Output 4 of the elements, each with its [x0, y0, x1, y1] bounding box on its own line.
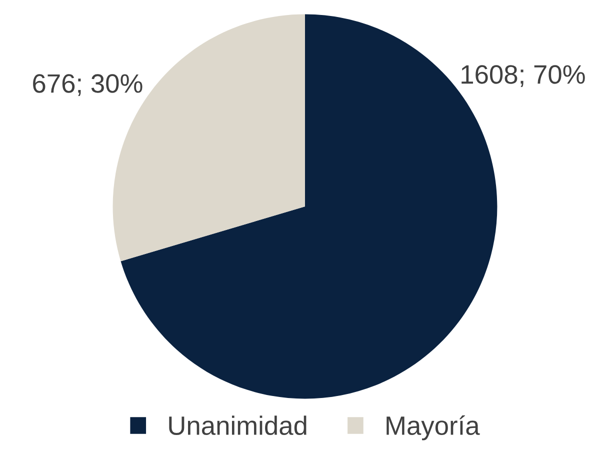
legend-label: Unanimidad	[169, 416, 306, 436]
legend-label: Mayoría	[386, 415, 480, 440]
data-label: 676; 30%	[33, 74, 142, 96]
data-label: 1608; 70%	[462, 65, 585, 87]
